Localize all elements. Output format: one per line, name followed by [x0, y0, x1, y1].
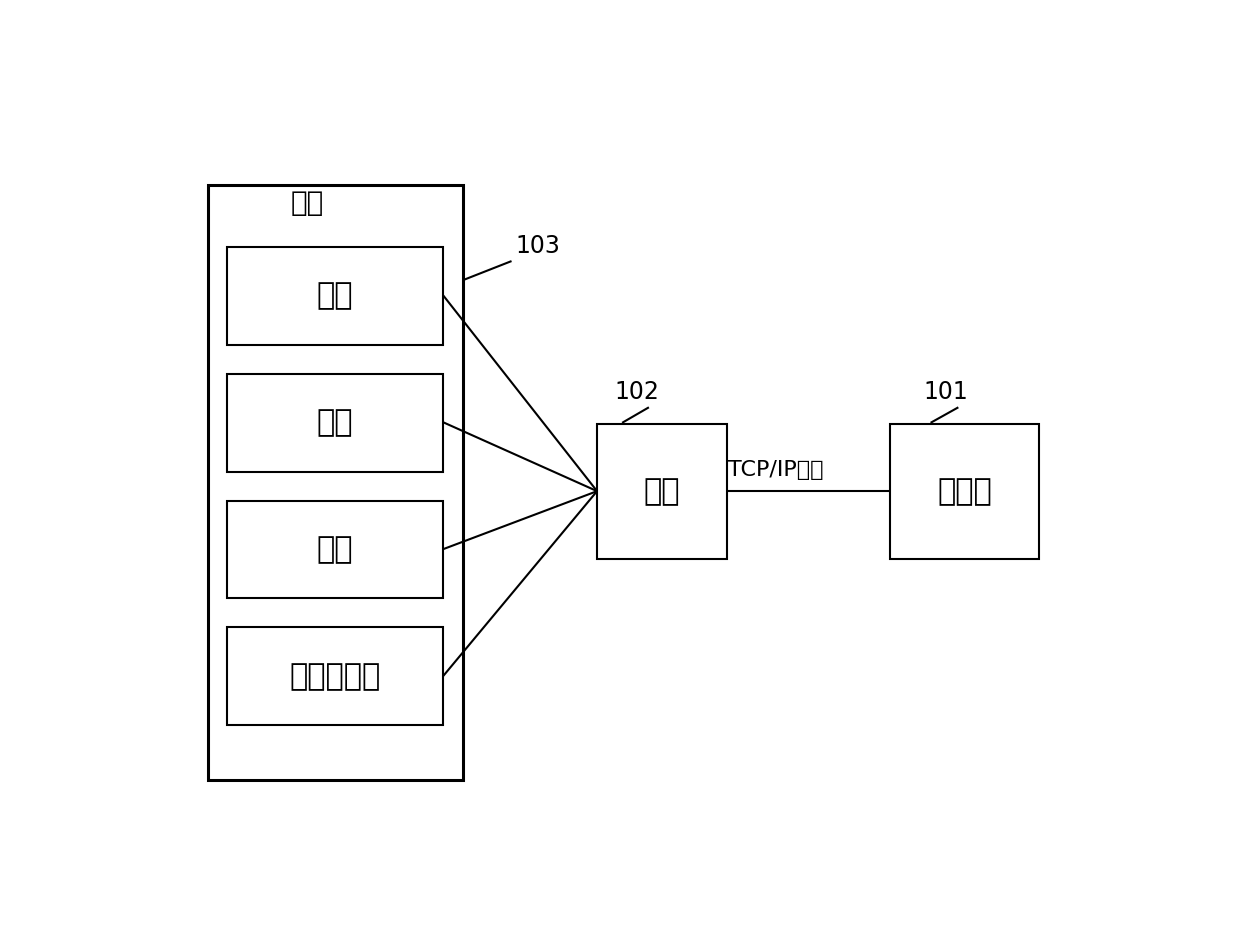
Bar	[208, 185, 463, 779]
Bar	[227, 628, 444, 726]
Text: 服务器: 服务器	[937, 477, 992, 506]
Text: 网关: 网关	[644, 477, 681, 506]
Text: 水表: 水表	[317, 535, 353, 564]
Text: 终端: 终端	[290, 189, 324, 217]
Bar	[227, 374, 444, 471]
Text: 电脑: 电脑	[317, 408, 353, 438]
Bar	[596, 424, 727, 559]
Text: 手机: 手机	[317, 281, 353, 311]
Text: 102: 102	[614, 380, 660, 405]
Text: 103: 103	[516, 233, 560, 258]
Text: 烟雾报警器: 烟雾报警器	[290, 662, 381, 691]
Text: 101: 101	[924, 380, 968, 405]
Bar	[890, 424, 1039, 559]
Text: TCP/IP协议: TCP/IP协议	[728, 460, 823, 480]
Bar	[227, 501, 444, 598]
Bar	[227, 247, 444, 344]
